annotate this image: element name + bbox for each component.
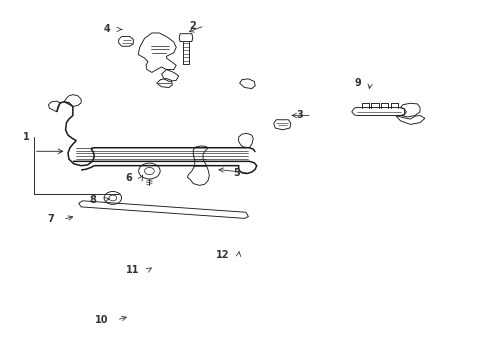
Text: 4: 4 [103,24,110,35]
Text: 1: 1 [23,132,30,142]
Text: 9: 9 [354,78,361,88]
Text: 3: 3 [296,111,303,121]
Text: 6: 6 [125,173,132,183]
Text: 11: 11 [126,265,140,275]
Text: 7: 7 [47,215,54,224]
Text: 12: 12 [216,250,229,260]
Text: 5: 5 [232,168,239,178]
Text: 10: 10 [94,315,108,325]
Text: 8: 8 [89,195,96,205]
Text: 2: 2 [188,21,195,31]
